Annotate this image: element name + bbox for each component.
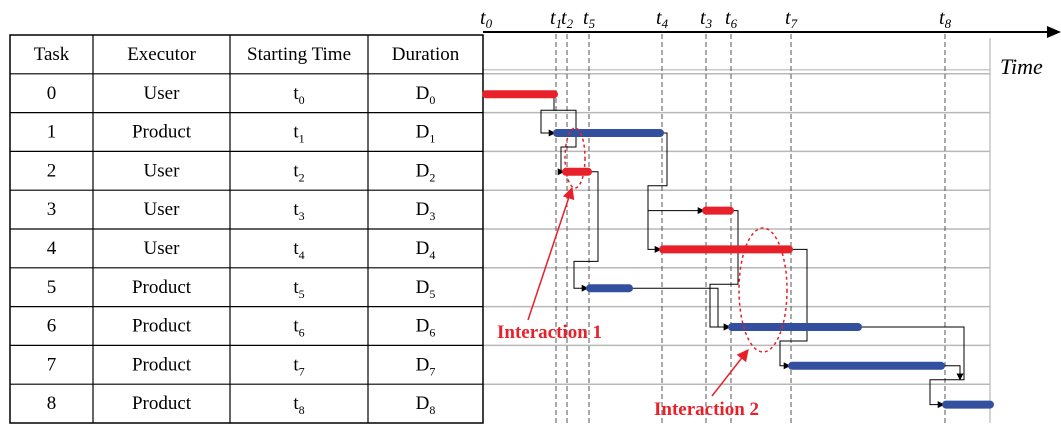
dependency-connector — [629, 287, 731, 331]
executor-cell: User — [144, 199, 181, 220]
executor-cell: Product — [132, 316, 192, 337]
dependency-connector — [573, 171, 599, 292]
time-axis-arrow-icon — [1047, 26, 1061, 38]
task-id-cell: 6 — [47, 316, 57, 337]
time-marker-label: t7 — [785, 7, 798, 31]
starting-time-cell: t1 — [293, 122, 304, 146]
dependency-connector — [647, 132, 705, 215]
duration-cell: D1 — [416, 122, 436, 146]
time-marker-lines — [555, 34, 946, 423]
time-marker-label: t5 — [583, 7, 596, 31]
table-header-cell: Duration — [392, 44, 460, 65]
interaction-annotations: Interaction 1 Interaction 2 — [497, 127, 788, 420]
dependency-connector — [709, 210, 739, 331]
time-marker-label: t8 — [939, 7, 952, 31]
task-id-cell: 4 — [47, 238, 57, 259]
time-axis-label: Time — [1000, 54, 1043, 79]
time-marker-label: t3 — [700, 7, 713, 31]
time-marker-label: t4 — [656, 7, 669, 31]
task-id-cell: 3 — [47, 199, 57, 220]
table-header-cell: Executor — [127, 44, 196, 65]
time-marker-label: t0 — [480, 7, 493, 31]
task-table-header: Task Executor Starting Time Duration — [34, 44, 460, 65]
duration-cell: D4 — [416, 238, 436, 262]
interaction-1-ellipse — [564, 127, 586, 189]
task-id-cell: 1 — [47, 122, 57, 143]
task-table-body: 0 User t0 D0 1 Product t1 D1 2 User t2 D2 3 User t3 D3 4… — [47, 83, 436, 417]
dependency-connector — [858, 326, 965, 409]
task-id-cell: 2 — [47, 160, 57, 181]
starting-time-cell: t7 — [293, 354, 304, 378]
task-id-cell: 5 — [47, 277, 57, 298]
executor-cell: User — [144, 160, 181, 181]
dependency-connector — [647, 210, 662, 253]
dependency-connector — [941, 365, 964, 381]
dependency-connector — [779, 248, 808, 370]
duration-cell: D3 — [416, 199, 436, 223]
starting-time-cell: t6 — [293, 316, 304, 340]
duration-cell: D2 — [416, 160, 436, 184]
time-marker-label: t1 — [550, 7, 562, 31]
task-table-grid — [9, 34, 484, 424]
duration-cell: D5 — [416, 277, 436, 301]
dependency-connectors — [540, 94, 965, 409]
starting-time-cell: t2 — [293, 160, 304, 184]
task-id-cell: 8 — [47, 393, 57, 414]
table-header-cell: Task — [34, 44, 70, 65]
interaction-2-ellipse — [738, 227, 788, 353]
executor-cell: Product — [132, 122, 192, 143]
executor-cell: User — [144, 83, 181, 104]
time-axis — [483, 26, 1061, 38]
interaction-2-label: Interaction 2 — [654, 399, 759, 420]
duration-cell: D7 — [416, 354, 436, 378]
starting-time-cell: t8 — [293, 393, 304, 417]
duration-cell: D8 — [416, 393, 436, 417]
interaction-1-arrow — [527, 186, 575, 321]
duration-cell: D0 — [416, 83, 436, 107]
time-marker-label: t2 — [561, 7, 574, 31]
executor-cell: Product — [132, 277, 192, 298]
starting-time-cell: t3 — [293, 199, 304, 223]
dependency-connector — [540, 94, 556, 137]
time-marker-label: t6 — [725, 7, 738, 31]
duration-cell: D6 — [416, 316, 436, 340]
task-bars — [482, 90, 994, 409]
table-header-cell: Starting Time — [247, 44, 351, 65]
starting-time-cell: t0 — [293, 83, 304, 107]
interaction-1-label: Interaction 1 — [497, 322, 602, 343]
executor-cell: Product — [132, 393, 192, 414]
executor-cell: User — [144, 238, 181, 259]
interaction-2-arrow — [711, 349, 749, 397]
executor-cell: Product — [132, 354, 192, 375]
dependency-connector — [553, 94, 577, 176]
starting-time-cell: t4 — [293, 238, 304, 262]
task-id-cell: 0 — [47, 83, 57, 104]
task-id-cell: 7 — [47, 354, 57, 375]
starting-time-cell: t5 — [293, 277, 304, 301]
